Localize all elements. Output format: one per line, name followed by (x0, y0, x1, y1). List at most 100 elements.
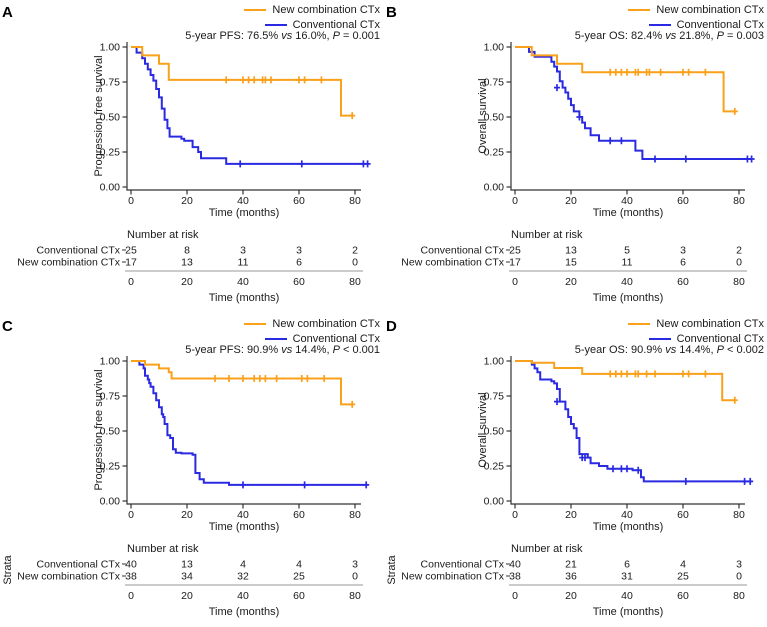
x-tick-label: 60 (677, 509, 689, 521)
risk-value: 13 (181, 559, 193, 571)
censor-marks-conventional (240, 481, 370, 489)
panel-title: 5-year PFS: 90.9% vs 14.4%, P < 0.001 (185, 344, 380, 356)
risk-value: 0 (352, 257, 358, 269)
axes (126, 356, 361, 505)
x-tick-label: 40 (237, 509, 249, 521)
x-tick-label: 40 (621, 195, 633, 207)
x-tick-label: 20 (181, 509, 193, 521)
y-tick-label: 0.25 (100, 461, 121, 473)
y-axis-label: Overall survival (477, 78, 489, 153)
risk-row-label-conventional: Conventional CTx (421, 559, 505, 571)
risk-value: 13 (565, 245, 577, 257)
x-tick-label: 80 (349, 195, 361, 207)
x-tick-label: 60 (293, 509, 305, 521)
risk-x-tick-label: 60 (293, 276, 305, 288)
x-axis-label: Time (months) (593, 521, 664, 533)
legend-label: New combination CTx (272, 318, 380, 330)
risk-x-tick-label: 40 (621, 276, 633, 288)
legend-item-new-combination: New combination CTx (244, 4, 380, 16)
risk-row-label-conventional: Conventional CTx (37, 559, 121, 571)
km-curve-new_combination (131, 360, 354, 406)
risk-value: 2 (736, 245, 742, 257)
censor-marks-new_combination (223, 76, 356, 120)
risk-x-axis-label: Time (months) (593, 606, 664, 618)
y-tick-label: 1.00 (484, 356, 505, 368)
km-curve-new_combination (515, 46, 737, 113)
risk-x-tick-label: 40 (621, 590, 633, 602)
risk-x-tick-label: 0 (128, 276, 134, 288)
legend-line-icon (264, 338, 287, 340)
y-axis-label: Progression free survival (93, 55, 105, 176)
x-tick-label: 80 (349, 509, 361, 521)
censor-marks-conventional (237, 160, 371, 168)
risk-value: 0 (736, 257, 742, 269)
risk-x-tick-label: 40 (237, 276, 249, 288)
panel-A: A New combination CTx Conventional CTx 5… (0, 0, 383, 313)
legend-line-icon (648, 24, 671, 26)
risk-value: 21 (565, 559, 577, 571)
risk-x-tick-label: 80 (733, 276, 745, 288)
risk-value: 36 (565, 571, 577, 583)
risk-x-tick-label: 80 (349, 276, 361, 288)
y-tick-label: 0.00 (484, 496, 505, 508)
x-tick-label: 80 (733, 509, 745, 521)
legend-label: New combination CTx (272, 4, 380, 16)
x-axis-label: Time (months) (209, 521, 280, 533)
y-tick-label: 0.00 (100, 496, 121, 508)
legend: New combination CTx Conventional CTx (244, 318, 380, 345)
km-curve-conventional (131, 360, 368, 486)
risk-row-label-new_combination: New combination CTx (17, 257, 120, 269)
risk-row-label-conventional: Conventional CTx (37, 245, 121, 257)
risk-value: 3 (296, 245, 302, 257)
risk-x-tick-label: 40 (237, 590, 249, 602)
x-tick-label: 40 (621, 509, 633, 521)
risk-x-axis-label: Time (months) (209, 606, 280, 618)
legend-item-conventional: Conventional CTx (264, 19, 380, 31)
legend-item-new-combination: New combination CTx (628, 318, 764, 330)
risk-x-tick-label: 60 (677, 590, 689, 602)
legend: New combination CTx Conventional CTx (628, 318, 764, 345)
y-tick-label: 0.00 (484, 182, 505, 194)
y-tick-label: 0.25 (484, 147, 505, 159)
panel-letter: D (386, 318, 397, 335)
legend-line-icon (244, 9, 267, 11)
censor-marks-conventional (554, 84, 755, 163)
risk-value: 25 (293, 571, 305, 583)
risk-x-tick-label: 80 (349, 590, 361, 602)
risk-x-tick-label: 60 (677, 276, 689, 288)
panel-title: 5-year OS: 90.9% vs 14.4%, P < 0.002 (574, 344, 764, 356)
y-tick-label: 0.00 (100, 182, 121, 194)
panel-title: 5-year OS: 82.4% vs 21.8%, P = 0.003 (574, 30, 764, 42)
legend-line-icon (628, 9, 651, 11)
legend-label: Conventional CTx (676, 19, 764, 31)
panel-D: D New combination CTx Conventional CTx 5… (384, 314, 767, 627)
risk-value: 5 (624, 245, 630, 257)
km-plot: 1.000.750.500.250.000 20 40 60 80Progression… (17, 42, 371, 304)
risk-x-tick-label: 20 (181, 590, 193, 602)
legend-line-icon (648, 338, 671, 340)
risk-value: 11 (238, 257, 249, 269)
risk-value: 25 (509, 245, 521, 257)
risk-x-tick-label: 20 (181, 276, 193, 288)
km-curve-new_combination (515, 360, 737, 402)
risk-value: 0 (352, 571, 358, 583)
x-tick-label: 0 (512, 509, 518, 521)
censor-marks-new_combination (607, 370, 738, 404)
risk-value: 13 (181, 257, 193, 269)
risk-header: Number at risk (511, 543, 583, 555)
risk-header: Number at risk (127, 229, 199, 241)
x-tick-label: 20 (181, 195, 193, 207)
risk-x-tick-label: 80 (733, 590, 745, 602)
y-axis-label: Overall survival (477, 392, 489, 467)
risk-value: 6 (624, 559, 630, 571)
legend: New combination CTx Conventional CTx (244, 4, 380, 31)
legend-line-icon (628, 323, 651, 325)
y-tick-label: 1.00 (484, 42, 505, 54)
risk-value: 8 (184, 245, 190, 257)
y-tick-label: 0.50 (100, 426, 121, 438)
axes (126, 42, 361, 191)
y-tick-label: 0.50 (484, 112, 505, 124)
x-axis-label: Time (months) (209, 207, 280, 219)
